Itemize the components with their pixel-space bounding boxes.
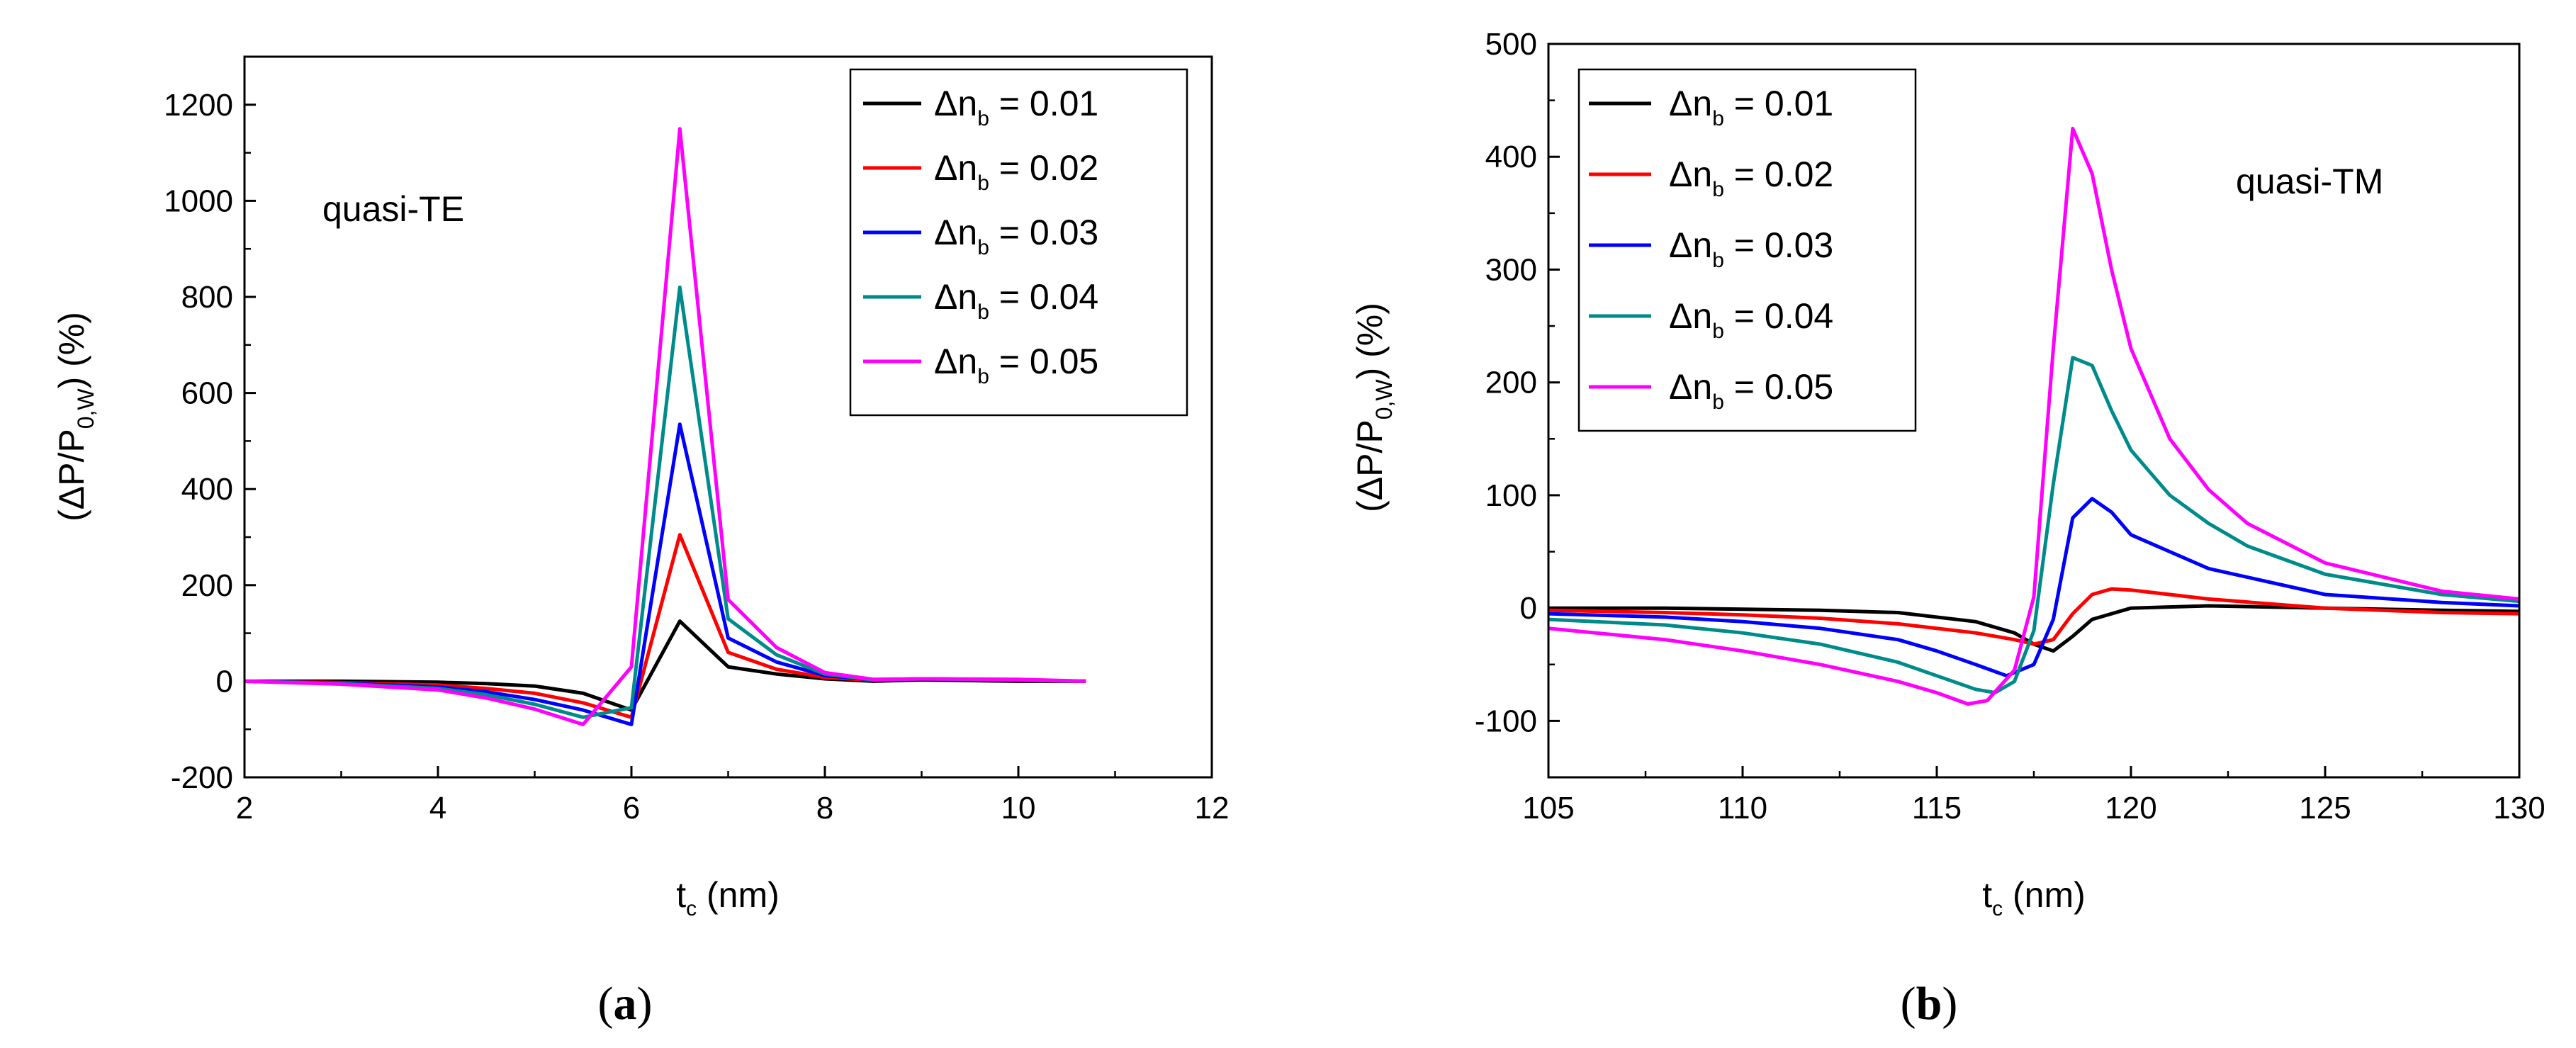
- legend-label-2: Δnb = 0.02: [1669, 154, 1833, 201]
- legend-label-3: Δnb = 0.03: [1669, 225, 1833, 272]
- x-tick-label: 4: [429, 791, 446, 826]
- series-line-1: [244, 619, 1086, 712]
- y-tick-label: 800: [181, 280, 233, 315]
- panel-a-plot-frame: [243, 55, 1213, 779]
- panel-b-chart: 105 110 115 120 125 130 -100 0 100 200 300 400 500 q…: [1350, 27, 2546, 1030]
- legend-label-1: Δnb = 0.01: [1669, 84, 1833, 130]
- x-tick-label: 2: [236, 791, 253, 826]
- legend-label-4: Δnb = 0.04: [934, 277, 1098, 324]
- panel-a-label: (a): [598, 978, 653, 1030]
- series-line-2: [1548, 587, 2520, 646]
- series-line-5: [1548, 126, 2520, 706]
- panel-b-x-axis-title: tc (nm): [1982, 875, 2086, 920]
- legend-label-3: Δnb = 0.03: [934, 213, 1098, 259]
- series-line-1: [1548, 604, 2520, 653]
- x-tick-label: 125: [2299, 791, 2351, 826]
- x-tick-label: 115: [1912, 791, 1962, 826]
- y-tick-label: 0: [216, 664, 233, 699]
- y-tick-label: 200: [181, 568, 233, 603]
- x-tick-label: 110: [1718, 791, 1767, 826]
- y-tick-label: -100: [1475, 704, 1537, 738]
- y-tick-label: 500: [1485, 27, 1537, 62]
- y-tick-label: 400: [1485, 140, 1537, 174]
- panel-b-series-group: [1548, 126, 2520, 706]
- series-line-3: [1548, 497, 2520, 678]
- panel-b-legend-box: [1577, 68, 1917, 432]
- y-tick-label: 600: [181, 376, 233, 411]
- y-tick-label: 200: [1485, 366, 1537, 400]
- panel-a-ticks: 2 4 6 8 10 12 -200 0 200 400 600 800 1000 1200: [164, 88, 1229, 826]
- panel-b-annotation: quasi-TM: [2236, 162, 2383, 201]
- panel-b-y-axis-title: (ΔP/P0,W) (%): [1350, 303, 1397, 512]
- panel-a-legend-box: [849, 68, 1188, 417]
- series-line-2: [244, 533, 1086, 719]
- panel-a-annotation: quasi-TE: [322, 189, 464, 229]
- panel-a-legend: Δnb = 0.01 Δnb = 0.02 Δnb = 0.03 Δnb = 0.04…: [849, 68, 1188, 417]
- y-tick-label: 300: [1485, 252, 1537, 287]
- series-line-4: [1548, 356, 2520, 695]
- x-tick-label: 6: [623, 791, 640, 826]
- y-tick-label: 100: [1485, 478, 1537, 513]
- y-tick-label: -200: [171, 760, 233, 795]
- x-tick-label: 105: [1522, 791, 1574, 826]
- x-tick-label: 130: [2493, 791, 2545, 826]
- y-tick-label: 1000: [164, 184, 233, 218]
- panel-b-ticks: 105 110 115 120 125 130 -100 0 100 200 300 400 500: [1475, 27, 2546, 826]
- series-line-5: [244, 127, 1086, 726]
- legend-label-1: Δnb = 0.01: [934, 84, 1098, 130]
- panel-a-series-group: [244, 127, 1086, 726]
- panel-a-chart: 2 4 6 8 10 12 -200 0 200 400 600 800 1000 1200 quasi-…: [52, 55, 1229, 1030]
- panel-a-y-axis-title: (ΔP/P0,W) (%): [52, 312, 99, 522]
- panel-a-x-axis-title: tc (nm): [676, 875, 780, 920]
- panel-b-label: (b): [1901, 978, 1958, 1030]
- panel-b-legend: Δnb = 0.01 Δnb = 0.02 Δnb = 0.03 Δnb = 0.04…: [1577, 68, 1917, 432]
- legend-label-5: Δnb = 0.05: [934, 342, 1098, 388]
- x-tick-label: 120: [2105, 791, 2156, 826]
- y-tick-label: 1200: [164, 88, 233, 123]
- x-tick-label: 12: [1195, 791, 1230, 826]
- y-tick-label: 0: [1520, 591, 1537, 626]
- x-tick-label: 10: [1001, 791, 1036, 826]
- legend-label-2: Δnb = 0.02: [934, 148, 1098, 195]
- legend-label-5: Δnb = 0.05: [1669, 367, 1833, 414]
- legend-label-4: Δnb = 0.04: [1669, 296, 1833, 343]
- panel-b-plot-frame: [1547, 43, 2521, 779]
- y-tick-label: 400: [181, 472, 233, 507]
- x-tick-label: 8: [816, 791, 833, 826]
